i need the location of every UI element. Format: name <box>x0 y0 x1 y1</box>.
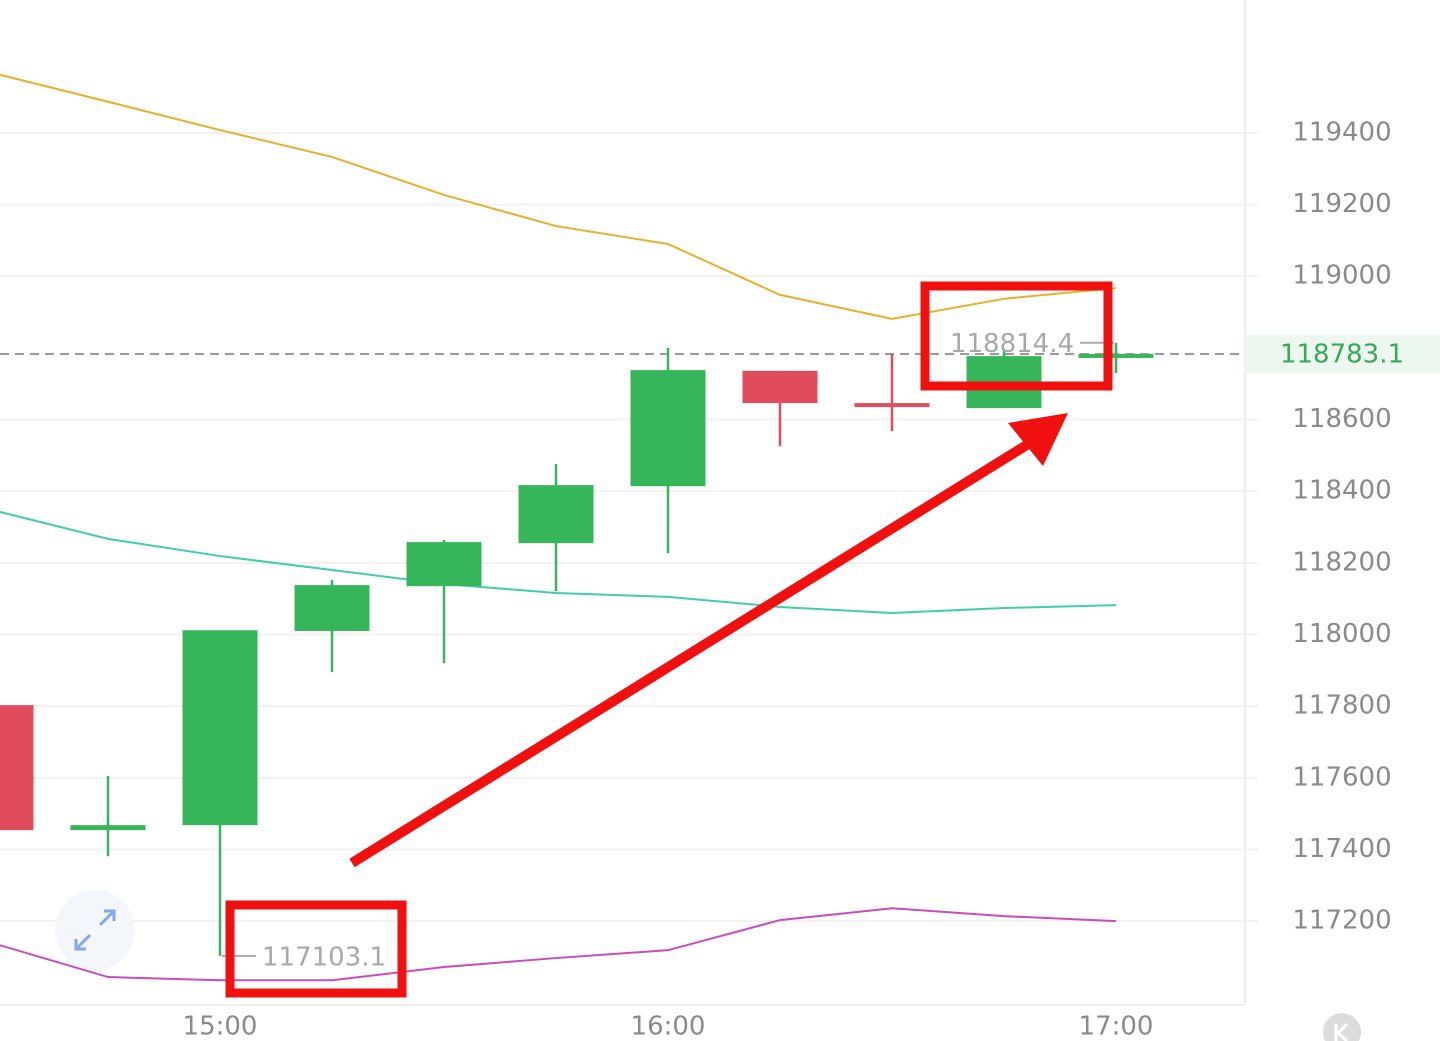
k-button[interactable] <box>1323 1013 1361 1041</box>
x-tick-label: 16:00 <box>631 1012 706 1041</box>
highlight-box <box>920 281 1113 391</box>
candle-body <box>70 825 146 831</box>
y-tick-label: 117800 <box>1292 691 1391 721</box>
highlight-box <box>225 900 407 998</box>
y-tick-label: 117200 <box>1292 906 1391 936</box>
arrow-head <box>1008 413 1068 466</box>
x-tick-label: 15:00 <box>183 1012 258 1041</box>
arrow-line <box>349 438 1033 868</box>
candle-body <box>630 370 706 487</box>
y-tick-label: 119000 <box>1292 261 1391 291</box>
y-tick-label: 117600 <box>1292 762 1391 792</box>
ma-line <box>0 907 1117 982</box>
candle-body <box>518 485 594 544</box>
expand-icon[interactable] <box>74 909 116 951</box>
y-tick-label: 119200 <box>1292 189 1391 219</box>
k-icon[interactable] <box>1334 1022 1349 1041</box>
y-tick-label: 118200 <box>1292 547 1391 577</box>
candle-body <box>854 403 930 408</box>
ma-line <box>0 510 1117 615</box>
candle-body <box>406 542 482 587</box>
x-tick-label: 17:00 <box>1079 1012 1154 1041</box>
last-price-tag <box>1245 334 1440 373</box>
y-tick-label: 117400 <box>1292 834 1391 864</box>
y-tick-label: 118400 <box>1292 476 1391 506</box>
candle-body <box>182 630 258 826</box>
candle-body <box>294 585 370 631</box>
high-label: 118814.4 <box>950 329 1074 359</box>
expand-button[interactable] <box>55 890 135 970</box>
last-price-label: 118783.1 <box>1280 339 1404 369</box>
expand-button-bg[interactable] <box>55 890 135 970</box>
low-label: 117103.1 <box>262 942 386 972</box>
candle-body <box>742 370 818 404</box>
candle-body <box>0 705 34 831</box>
y-tick-label: 118000 <box>1292 619 1391 649</box>
annotations <box>225 281 1113 998</box>
candle-body <box>1078 353 1154 358</box>
y-tick-label: 118600 <box>1292 404 1391 434</box>
y-tick-label: 119400 <box>1292 117 1391 147</box>
